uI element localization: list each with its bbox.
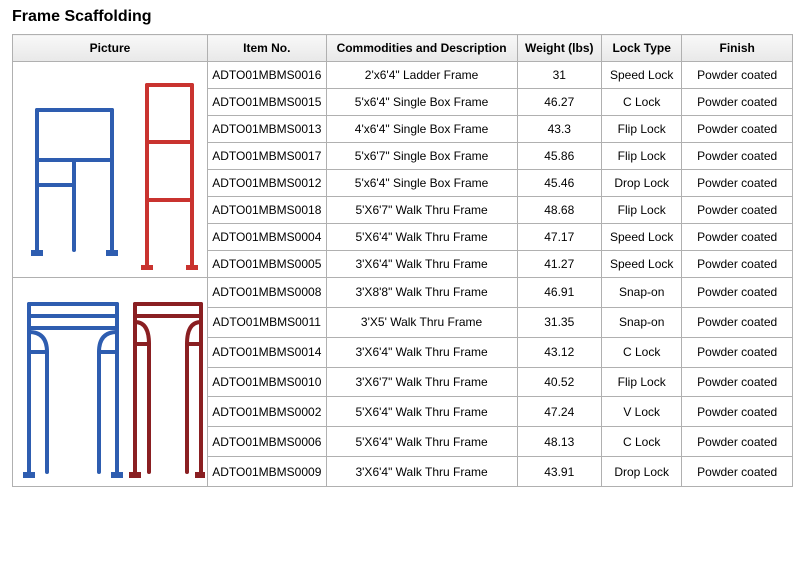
cell-weight: 46.27 bbox=[517, 89, 601, 116]
cell-weight: 40.52 bbox=[517, 367, 601, 397]
cell-desc: 4'x6'4" Single Box Frame bbox=[326, 116, 517, 143]
cell-item: ADTO01MBMS0017 bbox=[208, 143, 327, 170]
cell-finish: Powder coated bbox=[682, 197, 793, 224]
cell-item: ADTO01MBMS0009 bbox=[208, 457, 327, 487]
cell-weight: 43.3 bbox=[517, 116, 601, 143]
cell-item: ADTO01MBMS0016 bbox=[208, 62, 327, 89]
cell-desc: 5'X6'4" Walk Thru Frame bbox=[326, 427, 517, 457]
col-lock: Lock Type bbox=[601, 35, 681, 62]
cell-weight: 45.46 bbox=[517, 170, 601, 197]
col-picture: Picture bbox=[13, 35, 208, 62]
cell-finish: Powder coated bbox=[682, 427, 793, 457]
picture-top bbox=[13, 62, 208, 278]
cell-finish: Powder coated bbox=[682, 307, 793, 337]
cell-item: ADTO01MBMS0005 bbox=[208, 251, 327, 278]
table-row: ADTO01MBMS00083'X8'8" Walk Thru Frame46.… bbox=[13, 278, 793, 308]
cell-lock: Flip Lock bbox=[601, 116, 681, 143]
cell-weight: 48.13 bbox=[517, 427, 601, 457]
cell-lock: Drop Lock bbox=[601, 170, 681, 197]
cell-finish: Powder coated bbox=[682, 143, 793, 170]
cell-finish: Powder coated bbox=[682, 337, 793, 367]
cell-weight: 47.24 bbox=[517, 397, 601, 427]
cell-desc: 3'X5' Walk Thru Frame bbox=[326, 307, 517, 337]
cell-lock: V Lock bbox=[601, 397, 681, 427]
cell-desc: 3'X6'7" Walk Thru Frame bbox=[326, 367, 517, 397]
cell-lock: Flip Lock bbox=[601, 197, 681, 224]
cell-desc: 5'X6'4" Walk Thru Frame bbox=[326, 224, 517, 251]
cell-item: ADTO01MBMS0010 bbox=[208, 367, 327, 397]
cell-lock: Drop Lock bbox=[601, 457, 681, 487]
cell-weight: 43.12 bbox=[517, 337, 601, 367]
cell-weight: 31 bbox=[517, 62, 601, 89]
cell-weight: 41.27 bbox=[517, 251, 601, 278]
cell-item: ADTO01MBMS0015 bbox=[208, 89, 327, 116]
scaffolding-table: Picture Item No. Commodities and Descrip… bbox=[12, 34, 793, 487]
cell-desc: 3'X6'4" Walk Thru Frame bbox=[326, 457, 517, 487]
cell-weight: 48.68 bbox=[517, 197, 601, 224]
cell-item: ADTO01MBMS0018 bbox=[208, 197, 327, 224]
cell-desc: 3'X8'8" Walk Thru Frame bbox=[326, 278, 517, 308]
cell-finish: Powder coated bbox=[682, 170, 793, 197]
cell-lock: Snap-on bbox=[601, 278, 681, 308]
cell-desc: 5'X6'7" Walk Thru Frame bbox=[326, 197, 517, 224]
cell-finish: Powder coated bbox=[682, 224, 793, 251]
cell-desc: 3'X6'4" Walk Thru Frame bbox=[326, 337, 517, 367]
cell-finish: Powder coated bbox=[682, 457, 793, 487]
cell-finish: Powder coated bbox=[682, 397, 793, 427]
cell-lock: C Lock bbox=[601, 427, 681, 457]
cell-item: ADTO01MBMS0002 bbox=[208, 397, 327, 427]
table-header-row: Picture Item No. Commodities and Descrip… bbox=[13, 35, 793, 62]
col-finish: Finish bbox=[682, 35, 793, 62]
table-body: ADTO01MBMS00162'x6'4" Ladder Frame31Spee… bbox=[13, 62, 793, 487]
cell-weight: 46.91 bbox=[517, 278, 601, 308]
cell-desc: 5'X6'4" Walk Thru Frame bbox=[326, 397, 517, 427]
cell-finish: Powder coated bbox=[682, 367, 793, 397]
cell-finish: Powder coated bbox=[682, 62, 793, 89]
cell-desc: 2'x6'4" Ladder Frame bbox=[326, 62, 517, 89]
cell-desc: 5'x6'7" Single Box Frame bbox=[326, 143, 517, 170]
cell-lock: C Lock bbox=[601, 89, 681, 116]
cell-weight: 43.91 bbox=[517, 457, 601, 487]
cell-finish: Powder coated bbox=[682, 278, 793, 308]
col-item: Item No. bbox=[208, 35, 327, 62]
cell-desc: 5'x6'4" Single Box Frame bbox=[326, 170, 517, 197]
cell-item: ADTO01MBMS0013 bbox=[208, 116, 327, 143]
cell-lock: C Lock bbox=[601, 337, 681, 367]
cell-weight: 47.17 bbox=[517, 224, 601, 251]
cell-item: ADTO01MBMS0011 bbox=[208, 307, 327, 337]
cell-lock: Speed Lock bbox=[601, 251, 681, 278]
cell-desc: 5'x6'4" Single Box Frame bbox=[326, 89, 517, 116]
cell-finish: Powder coated bbox=[682, 116, 793, 143]
page-title: Frame Scaffolding bbox=[12, 8, 793, 26]
cell-desc: 3'X6'4" Walk Thru Frame bbox=[326, 251, 517, 278]
cell-finish: Powder coated bbox=[682, 251, 793, 278]
cell-item: ADTO01MBMS0008 bbox=[208, 278, 327, 308]
col-desc: Commodities and Description bbox=[326, 35, 517, 62]
cell-item: ADTO01MBMS0006 bbox=[208, 427, 327, 457]
cell-item: ADTO01MBMS0014 bbox=[208, 337, 327, 367]
col-weight: Weight (lbs) bbox=[517, 35, 601, 62]
cell-lock: Snap-on bbox=[601, 307, 681, 337]
cell-weight: 45.86 bbox=[517, 143, 601, 170]
cell-item: ADTO01MBMS0012 bbox=[208, 170, 327, 197]
cell-lock: Speed Lock bbox=[601, 224, 681, 251]
picture-bottom bbox=[13, 278, 208, 487]
cell-lock: Flip Lock bbox=[601, 143, 681, 170]
table-row: ADTO01MBMS00162'x6'4" Ladder Frame31Spee… bbox=[13, 62, 793, 89]
cell-finish: Powder coated bbox=[682, 89, 793, 116]
cell-lock: Speed Lock bbox=[601, 62, 681, 89]
cell-lock: Flip Lock bbox=[601, 367, 681, 397]
cell-item: ADTO01MBMS0004 bbox=[208, 224, 327, 251]
cell-weight: 31.35 bbox=[517, 307, 601, 337]
